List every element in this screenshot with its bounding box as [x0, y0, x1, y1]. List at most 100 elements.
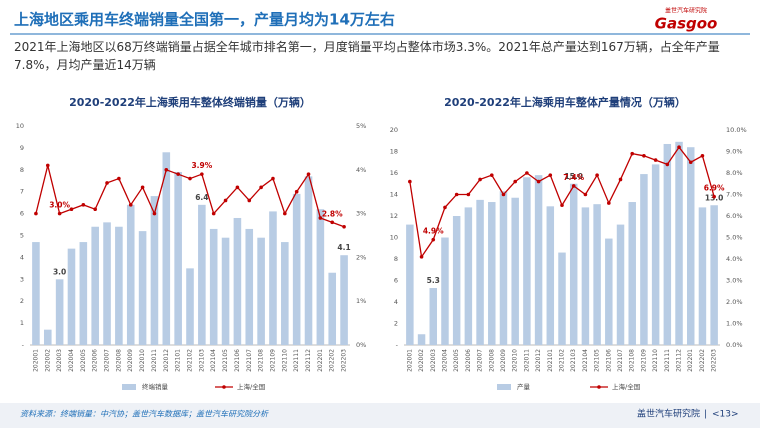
x-tick-label: 202111: [664, 349, 671, 372]
bar: [43, 329, 52, 345]
line-marker: [548, 173, 553, 177]
line-marker: [607, 201, 611, 205]
slide-title: 上海地区乘用车终端销量全国第一，产量月均为14万左右: [14, 11, 395, 29]
x-tick-label: 202103: [198, 349, 205, 372]
x-tick-label: 202106: [605, 349, 612, 372]
bar: [499, 191, 508, 345]
x-tick-label: 202110: [281, 349, 288, 372]
bar: [221, 237, 230, 345]
x-tick-label: 202107: [617, 349, 624, 372]
x-tick-label: 202101: [175, 349, 182, 372]
line-marker: [595, 173, 599, 177]
x-tick-label: 202008: [488, 349, 495, 372]
x-tick-label: 202108: [629, 349, 636, 372]
line-marker: [443, 205, 447, 210]
y-tick-label: 2: [20, 297, 24, 305]
y-tick-label: 8: [394, 255, 398, 263]
bar: [67, 248, 76, 345]
bar: [651, 164, 660, 345]
line-value-label: 2.8%: [322, 209, 343, 218]
footer-org: 盖世汽车研究院: [637, 408, 700, 420]
x-tick-label: 202105: [594, 349, 601, 372]
x-tick-label: 202011: [523, 349, 530, 372]
y-tick-label: 10: [16, 122, 24, 130]
y2-tick-label: 0%: [356, 341, 366, 349]
line-marker: [712, 194, 716, 199]
x-tick-label: 202003: [430, 349, 437, 372]
x-tick-label: 202002: [44, 349, 51, 372]
x-tick-label: 202102: [559, 349, 566, 372]
y2-tick-label: 5.0%: [726, 234, 743, 242]
bar: [281, 242, 289, 345]
bar: [162, 152, 171, 345]
bar: [476, 199, 484, 345]
bar-value-label: 6.4: [195, 193, 208, 202]
y-tick-label: 8: [20, 166, 24, 174]
bar: [569, 183, 578, 345]
x-tick-label: 202006: [92, 349, 99, 372]
bar: [628, 202, 636, 345]
bar: [429, 288, 438, 345]
line-marker: [128, 203, 133, 207]
line-marker: [81, 203, 86, 207]
y-tick-label: -: [396, 341, 399, 349]
line-marker: [501, 192, 506, 197]
bar: [523, 177, 531, 345]
bar: [558, 252, 566, 345]
line-value-label: 6.9%: [704, 184, 725, 193]
chart-title: 2020-2022年上海乘用车整体产量情况（万辆）: [444, 95, 686, 109]
bar: [150, 196, 159, 345]
x-tick-label: 202001: [406, 349, 413, 372]
line-marker: [583, 192, 588, 197]
line-marker: [283, 211, 287, 216]
bar: [292, 193, 301, 345]
x-tick-label: 202003: [56, 349, 63, 372]
footer-page: <13>: [712, 410, 739, 420]
line-marker: [330, 220, 335, 225]
line-value-label: 4.9%: [423, 227, 444, 236]
x-tick-label: 202007: [104, 349, 111, 372]
line-marker: [677, 145, 681, 149]
x-tick-label: 202202: [329, 349, 336, 372]
line-marker: [466, 192, 471, 197]
x-tick-label: 202107: [246, 349, 253, 372]
bar: [710, 205, 718, 345]
bar: [245, 228, 254, 345]
bar: [233, 217, 242, 345]
y-tick-label: 4: [20, 253, 24, 261]
footer-bar: [0, 403, 760, 428]
line-marker: [117, 176, 121, 181]
legend-label: 上海/全国: [612, 382, 640, 391]
line-marker: [306, 172, 311, 176]
line-marker: [571, 184, 576, 188]
bar: [534, 175, 543, 345]
footer-source: 资料来源：终端销量：中汽协；盖世汽车数据库；盖世汽车研究院分析: [20, 410, 269, 419]
line-marker: [478, 177, 482, 182]
x-tick-label: 202109: [640, 349, 647, 372]
line-marker: [342, 224, 346, 229]
y2-tick-label: 6.0%: [726, 212, 743, 220]
line-marker: [688, 160, 693, 165]
bar: [79, 242, 88, 345]
y2-tick-label: 1.0%: [726, 320, 743, 328]
bar: [593, 204, 601, 345]
y-tick-label: 6: [20, 210, 24, 218]
y2-tick-label: 7.0%: [726, 191, 743, 199]
line-marker: [164, 168, 169, 172]
x-tick-label: 202111: [293, 349, 300, 372]
bar: [174, 171, 182, 345]
line-marker: [69, 207, 74, 212]
x-tick-label: 202112: [676, 349, 683, 372]
bar: [441, 237, 449, 345]
bar: [663, 143, 672, 345]
y-tick-label: 16: [390, 169, 398, 177]
x-tick-label: 202010: [512, 349, 519, 372]
line-marker: [188, 176, 192, 181]
bar: [304, 176, 313, 345]
line-marker: [653, 158, 658, 162]
bar: [103, 222, 111, 345]
x-tick-label: 202101: [547, 349, 554, 372]
x-tick-label: 202109: [269, 349, 276, 372]
x-tick-label: 202009: [500, 349, 507, 372]
x-tick-label: 202005: [453, 349, 460, 372]
